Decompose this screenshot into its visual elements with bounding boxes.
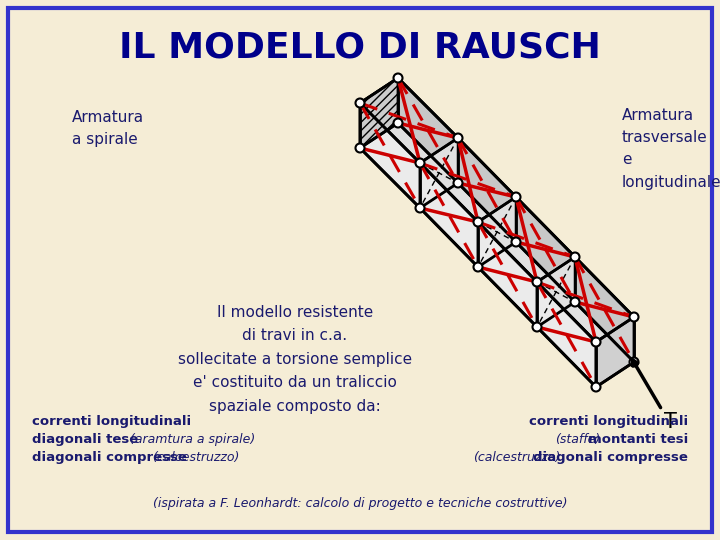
Circle shape	[394, 118, 402, 127]
FancyBboxPatch shape	[8, 8, 712, 532]
Text: (calcestruzzo): (calcestruzzo)	[472, 451, 560, 464]
Circle shape	[511, 238, 521, 246]
Polygon shape	[360, 78, 458, 163]
Polygon shape	[516, 197, 575, 302]
Text: Armatura
trasversale
e
longitudinale: Armatura trasversale e longitudinale	[622, 108, 720, 190]
Polygon shape	[537, 257, 634, 342]
Text: correnti longitudinali: correnti longitudinali	[529, 415, 688, 428]
Polygon shape	[360, 103, 420, 208]
Text: diagonali compresse: diagonali compresse	[32, 451, 187, 464]
Text: diagonali compresse: diagonali compresse	[533, 451, 688, 464]
Polygon shape	[420, 163, 478, 267]
Circle shape	[533, 278, 541, 287]
Circle shape	[570, 253, 580, 261]
Polygon shape	[458, 138, 516, 242]
Circle shape	[474, 218, 482, 226]
Text: Armatura
a spirale: Armatura a spirale	[72, 110, 144, 147]
Circle shape	[356, 144, 364, 152]
Polygon shape	[360, 78, 398, 148]
Circle shape	[454, 179, 462, 187]
Circle shape	[570, 298, 580, 307]
Text: diagonali tese: diagonali tese	[32, 433, 138, 446]
Circle shape	[592, 382, 600, 392]
Circle shape	[415, 204, 425, 213]
Circle shape	[356, 98, 364, 107]
Polygon shape	[398, 78, 458, 183]
Circle shape	[454, 133, 462, 143]
Polygon shape	[420, 138, 516, 222]
Circle shape	[474, 262, 482, 272]
Circle shape	[511, 192, 521, 201]
Circle shape	[629, 357, 639, 367]
Circle shape	[415, 159, 425, 167]
Polygon shape	[575, 257, 634, 362]
Text: (ispirata a F. Leonhardt: calcolo di progetto e tecniche costruttive): (ispirata a F. Leonhardt: calcolo di pro…	[153, 497, 567, 510]
Polygon shape	[537, 282, 596, 387]
Polygon shape	[596, 317, 634, 387]
Circle shape	[629, 313, 639, 321]
Circle shape	[592, 338, 600, 347]
Text: (staffe): (staffe)	[554, 433, 600, 446]
Circle shape	[394, 73, 402, 83]
Text: (aramtura a spirale): (aramtura a spirale)	[130, 433, 256, 446]
Text: correnti longitudinali: correnti longitudinali	[32, 415, 191, 428]
Circle shape	[533, 322, 541, 332]
Text: (calcestruzzo): (calcestruzzo)	[152, 451, 239, 464]
Text: IL MODELLO DI RAUSCH: IL MODELLO DI RAUSCH	[119, 31, 601, 65]
Polygon shape	[478, 197, 575, 282]
Text: T: T	[664, 412, 677, 432]
Text: Il modello resistente
di travi in c.a.
sollecitate a torsione semplice
e' costit: Il modello resistente di travi in c.a. s…	[178, 305, 412, 414]
Polygon shape	[478, 222, 537, 327]
Text: montanti tesi: montanti tesi	[588, 433, 688, 446]
